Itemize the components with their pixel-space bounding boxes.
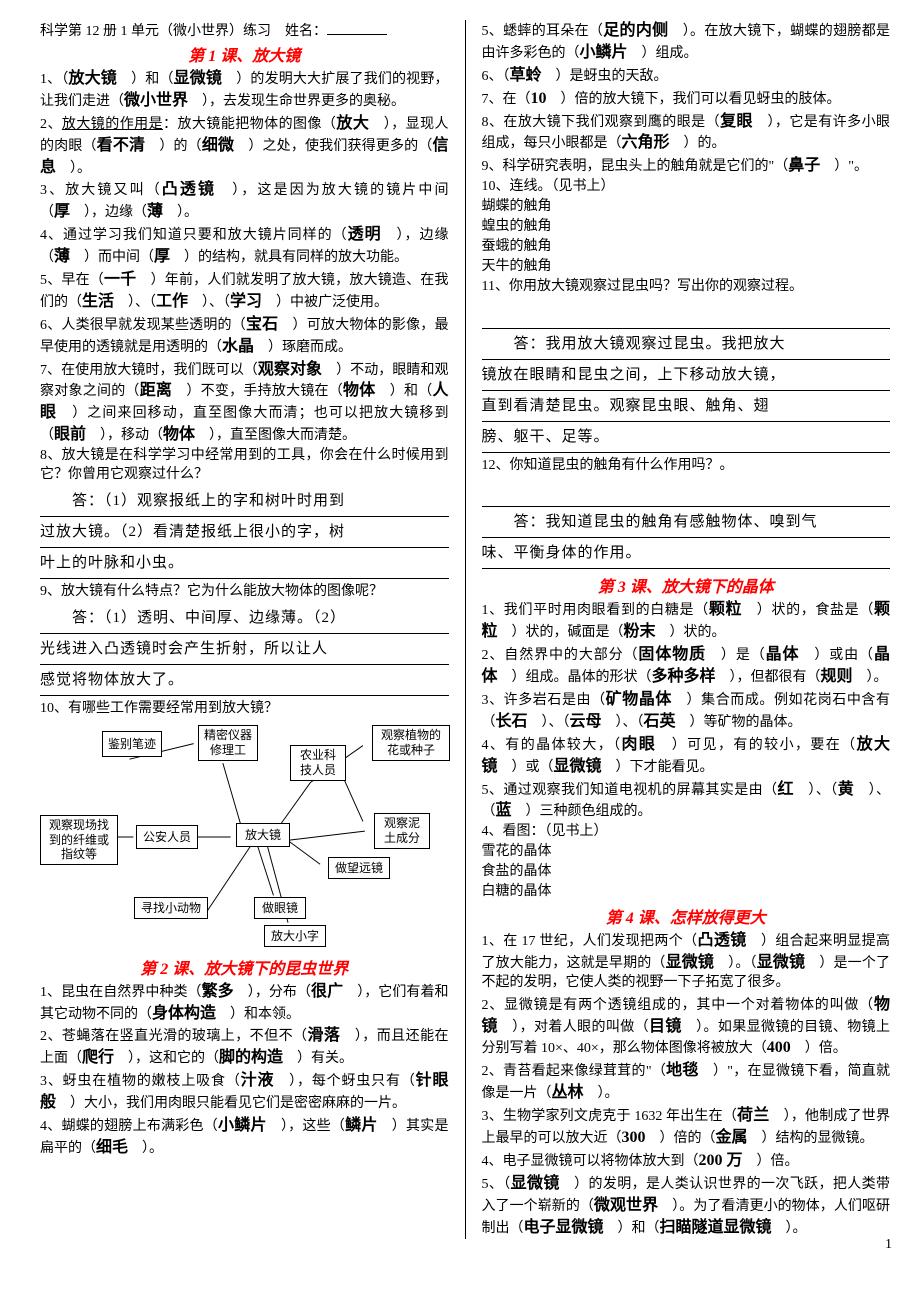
l2-p7: 7、在（10 ）倍的放大镜下，我们可以看见蚜虫的肢体。 — [482, 88, 891, 110]
header-text: 科学第 12 册 1 单元（微小世界）练习 姓名： — [40, 24, 327, 39]
diagram-node: 观察泥土成分 — [374, 813, 430, 849]
right-column: 5、蟋蟀的耳朵在（足的内侧 ）。在放大镜下，蝴蝶的翅膀都是由许多彩色的（小鳞片 … — [482, 20, 891, 1239]
l1-a8: 答：（1）观察报纸上的字和树叶时用到 过放大镜。（2）看清楚报纸上很小的字，树 … — [40, 486, 449, 579]
lesson2-title: 第 2 课、放大镜下的昆虫世界 — [40, 955, 449, 979]
l2-p11: 11、你用放大镜观察过昆虫吗？写出你的观察过程。 — [482, 278, 891, 297]
l2-p5: 5、蟋蟀的耳朵在（足的内侧 ）。在放大镜下，蝴蝶的翅膀都是由许多彩色的（小鳞片 … — [482, 20, 891, 64]
l2-a11: 答：我用放大镜观察过昆虫。我把放大 镜放在眼睛和昆虫之间，上下移动放大镜， 直到… — [482, 298, 891, 453]
l2-list-2: 蚕蛾的触角 — [482, 238, 891, 257]
l2-list-0: 蝴蝶的触角 — [482, 198, 891, 217]
lesson3-title: 第 3 课、放大镜下的晶体 — [482, 573, 891, 597]
l1-p9: 9、放大镜有什么特点？它为什么能放大物体的图像呢？ — [40, 583, 449, 602]
diagram-node: 观察植物的花或种子 — [372, 725, 450, 761]
diagram-node: 农业科技人员 — [290, 745, 346, 781]
lesson4-title: 第 4 课、怎样放得更大 — [482, 904, 891, 928]
magnifier-diagram: 鉴别笔迹 精密仪器修理工农业科技人员观察植物的花或种子观察现场找到的纤维或指纹等公… — [40, 725, 449, 949]
l4-p3: 2、青苔看起来像绿茸茸的"（地毯 ）"，在显微镜下看，简直就像是一片（丛林 ）。 — [482, 1060, 891, 1104]
l1-p2: 2、放大镜的作用是：放大镜能把物体的图像（放大 ），显现人的肉眼（看不清 ）的（… — [40, 113, 449, 179]
l1-p10: 10、有哪些工作需要经常用到放大镜？ — [40, 700, 449, 719]
l4-p2: 2、显微镜是有两个透镜组成的，其中一个对着物体的叫做（物镜 ），对着人眼的叫做（… — [482, 994, 891, 1060]
diagram-node: 观察现场找到的纤维或指纹等 — [40, 815, 118, 865]
l1-p8: 8、放大镜是在科学学习中经常用到的工具，你会在什么时候用到它？你曾用它观察过什么… — [40, 447, 449, 485]
l1-p6: 6、人类很早就发现某些透明的（宝石 ）可放大物体的影像，最早使用的透镜就是用透明… — [40, 314, 449, 358]
l4-p1: 1、在 17 世纪，人们发现把两个（凸透镜 ）组合起来明显提高了放大能力，这就是… — [482, 930, 891, 993]
diagram-center: 放大镜 — [236, 823, 290, 847]
l4-p5: 4、电子显微镜可以将物体放大到（200 万 ）倍。 — [482, 1150, 891, 1172]
diagram-node: 精密仪器修理工 — [198, 725, 258, 761]
l1-p3: 3、放大镜又叫（凸透镜 ），这是因为放大镜的镜片中间（厚 ），边缘（薄 ）。 — [40, 179, 449, 223]
diagram-node: 做眼镜 — [254, 897, 306, 919]
l2-p3: 3、蚜虫在植物的嫩枝上吸食（汁液 ），每个蚜虫只有（针眼般 ）大小，我们用肉眼只… — [40, 1070, 449, 1114]
name-blank — [327, 34, 387, 35]
l2-list-1: 蝗虫的触角 — [482, 218, 891, 237]
l3-p5: 5、通过观察我们知道电视机的屏幕其实是由（红 ）、（黄 ）、（蓝 ）三种颜色组成… — [482, 779, 891, 823]
lesson1-title: 第 1 课、放大镜 — [40, 42, 449, 66]
l2-p2: 2、苍蝇落在竖直光滑的玻璃上，不但不（滑落 ），而且还能在上面（爬行 ），这和它… — [40, 1025, 449, 1069]
l2-p1: 1、昆虫在自然界中种类（繁多 ），分布（很广 ），它们有着和其它动物不同的（身体… — [40, 981, 449, 1025]
l1-p7: 7、在使用放大镜时，我们既可以（观察对象 ）不动，眼睛和观察对象之间的（距离 ）… — [40, 359, 449, 447]
left-column: 科学第 12 册 1 单元（微小世界）练习 姓名： 第 1 课、放大镜 1、（放… — [40, 20, 449, 1239]
l3-p4: 4、有的晶体较大，（肉眼 ）可见，有的较小，要在（放大镜 ）或（显微镜 ）下才能… — [482, 734, 891, 778]
l2-p9: 9、科学研究表明，昆虫头上的触角就是它们的"（鼻子 ）"。 — [482, 155, 891, 177]
l3-p6: 4、看图：（见书上） — [482, 823, 891, 842]
l3-p2: 2、自然界中的大部分（固体物质 ）是（晶体 ）或由（晶体 ）组成。晶体的形状（多… — [482, 644, 891, 688]
l2-a12: 答：我知道昆虫的触角有感触物体、嗅到气 味、平衡身体的作用。 — [482, 476, 891, 569]
l4-p6: 5、（显微镜 ）的发明，是人类认识世界的一次飞跃，把人类带入了一个崭新的（微观世… — [482, 1173, 891, 1239]
l3-p1: 1、我们平时用肉眼看到的白糖是（颗粒 ）状的，食盐是（颗粒 ）状的，碱面是（粉末… — [482, 599, 891, 643]
diagram-node: 寻找小动物 — [134, 897, 208, 919]
diagram-node: 公安人员 — [136, 825, 198, 849]
diagram-node: 鉴别笔迹 — [102, 731, 162, 757]
l3-list-2: 白糖的晶体 — [482, 883, 891, 902]
worksheet-header: 科学第 12 册 1 单元（微小世界）练习 姓名： — [40, 20, 449, 40]
l1-p5: 5、早在（一千 ）年前，人们就发明了放大镜，放大镜造、在我们的（生活 ）、（工作… — [40, 269, 449, 313]
l3-p3: 3、许多岩石是由（矿物晶体 ）集合而成。例如花岗石中含有（长石 ）、（云母 ）、… — [482, 689, 891, 733]
diagram-node: 做望远镜 — [328, 857, 390, 879]
l4-p4: 3、生物学家列文虎克于 1632 年出生在（荷兰 ），他制成了世界上最早的可以放… — [482, 1105, 891, 1149]
l3-list-1: 食盐的晶体 — [482, 863, 891, 882]
l1-p1: 1、（放大镜 ）和（显微镜 ）的发明大大扩展了我们的视野，让我们走进（微小世界 … — [40, 68, 449, 112]
page-number: 1 — [885, 1237, 892, 1253]
column-divider — [465, 20, 466, 1239]
l2-list-3: 天牛的触角 — [482, 258, 891, 277]
l2-p12: 12、你知道昆虫的触角有什么作用吗？。 — [482, 457, 891, 476]
l2-p6: 6、（草蛉 ）是蚜虫的天敌。 — [482, 65, 891, 87]
l2-p4: 4、蝴蝶的翅膀上布满彩色（小鳞片 ），这些（鳞片 ）其实是扁平的（细毛 ）。 — [40, 1115, 449, 1159]
l2-p10: 10、连线。（见书上） — [482, 178, 891, 197]
l2-p8: 8、在放大镜下我们观察到鹰的眼是（复眼 ），它是有许多小眼组成，每只小眼都是（六… — [482, 111, 891, 155]
l1-a9: 答：（1）透明、中间厚、边缘薄。（2） 光线进入凸透镜时会产生折射，所以让人 感… — [40, 603, 449, 696]
l1-p4: 4、通过学习我们知道只要和放大镜片同样的（透明 ），边缘（薄 ）而中间（厚 ）的… — [40, 224, 449, 268]
l3-list-0: 雪花的晶体 — [482, 843, 891, 862]
diagram-node: 放大小字 — [264, 925, 326, 947]
